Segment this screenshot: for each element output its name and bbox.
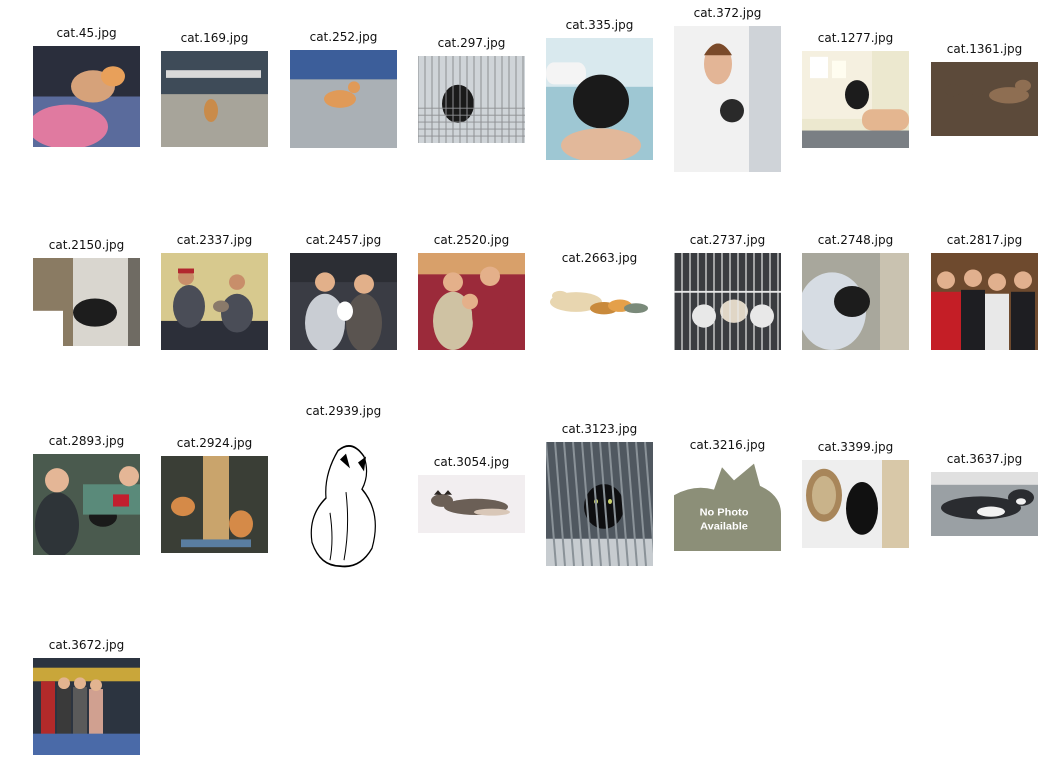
thumbnail-filename: cat.2337.jpg: [176, 233, 253, 247]
cat-photo: [418, 253, 525, 350]
svg-text:No Photo: No Photo: [700, 507, 749, 519]
cat-photo: [546, 271, 653, 333]
thumbnail-card: cat.2893.jpg: [33, 434, 140, 555]
thumbnail-card: cat.2663.jpg: [546, 251, 653, 333]
cat-photo: [802, 253, 909, 350]
thumbnail-card: cat.45.jpg: [33, 26, 140, 147]
thumbnail-card: cat.3216.jpg No Photo Available: [674, 438, 781, 551]
thumbnail-filename: cat.3216.jpg: [689, 438, 766, 452]
cat-photo: [290, 253, 397, 350]
thumbnail-card: cat.2748.jpg: [802, 233, 909, 350]
cat-photo: [290, 50, 397, 148]
thumbnail-filename: cat.2817.jpg: [946, 233, 1023, 247]
cat-photo: [931, 472, 1038, 536]
thumbnail-card: cat.2737.jpg: [674, 233, 781, 350]
thumbnail-filename: cat.2748.jpg: [817, 233, 894, 247]
thumbnail-filename: cat.2520.jpg: [433, 233, 510, 247]
thumbnail-card: cat.169.jpg: [161, 31, 268, 147]
thumbnail-card: cat.335.jpg: [546, 18, 653, 160]
cat-photo: [161, 253, 268, 350]
thumbnail-card: cat.2520.jpg: [418, 233, 525, 350]
thumbnail-filename: cat.3399.jpg: [817, 440, 894, 454]
thumbnail-card: cat.2337.jpg: [161, 233, 268, 350]
cat-photo: [802, 51, 909, 148]
thumbnail-filename: cat.45.jpg: [56, 26, 117, 40]
cat-photo: [33, 454, 140, 555]
thumbnail-card: cat.297.jpg: [418, 36, 525, 143]
thumbnail-card: cat.3672.jpg: [33, 638, 140, 755]
thumbnail-card: cat.3637.jpg: [931, 452, 1038, 536]
cat-photo: [931, 253, 1038, 350]
thumbnail-filename: cat.3672.jpg: [48, 638, 125, 652]
thumbnail-filename: cat.252.jpg: [309, 30, 378, 44]
thumbnail-filename: cat.2924.jpg: [176, 436, 253, 450]
thumbnail-filename: cat.1277.jpg: [817, 31, 894, 45]
thumbnail-card: cat.1277.jpg: [802, 31, 909, 148]
cat-photo: [802, 460, 909, 548]
cat-photo: [290, 424, 397, 572]
thumbnail-filename: cat.169.jpg: [180, 31, 249, 45]
cat-photo: [546, 442, 653, 566]
thumbnail-filename: cat.3637.jpg: [946, 452, 1023, 466]
thumbnail-card: cat.3399.jpg: [802, 440, 909, 548]
thumbnail-filename: cat.2737.jpg: [689, 233, 766, 247]
thumbnail-filename: cat.2663.jpg: [561, 251, 638, 265]
thumbnail-filename: cat.1361.jpg: [946, 42, 1023, 56]
thumbnail-filename: cat.3123.jpg: [561, 422, 638, 436]
thumbnail-filename: cat.2457.jpg: [305, 233, 382, 247]
thumbnail-filename: cat.297.jpg: [437, 36, 506, 50]
cat-photo: [418, 475, 525, 533]
thumbnail-filename: cat.2150.jpg: [48, 238, 125, 252]
thumbnail-card: cat.2817.jpg: [931, 233, 1038, 350]
cat-photo: [418, 56, 525, 143]
thumbnail-card: cat.3054.jpg: [418, 455, 525, 533]
cat-photo: No Photo Available: [674, 458, 781, 551]
thumbnail-card: cat.3123.jpg: [546, 422, 653, 566]
thumbnail-filename: cat.372.jpg: [693, 6, 762, 20]
cat-photo: [33, 658, 140, 755]
svg-text:Available: Available: [700, 521, 748, 533]
thumbnail-filename: cat.2893.jpg: [48, 434, 125, 448]
cat-photo: [33, 46, 140, 147]
thumbnail-card: cat.2150.jpg: [33, 238, 140, 346]
cat-photo: [546, 38, 653, 160]
cat-photo: [674, 26, 781, 172]
thumbnail-card: cat.2924.jpg: [161, 436, 268, 553]
cat-photo: [931, 62, 1038, 136]
thumbnail-filename: cat.2939.jpg: [305, 404, 382, 418]
thumbnail-card: cat.252.jpg: [290, 30, 397, 148]
thumbnail-card: cat.372.jpg: [674, 6, 781, 172]
cat-photo: [33, 258, 140, 346]
thumbnail-filename: cat.335.jpg: [565, 18, 634, 32]
thumbnail-card: cat.1361.jpg: [931, 42, 1038, 136]
thumbnail-card: cat.2457.jpg: [290, 233, 397, 350]
thumbnail-filename: cat.3054.jpg: [433, 455, 510, 469]
cat-photo: [161, 456, 268, 553]
cat-photo: [161, 51, 268, 147]
thumbnail-card: cat.2939.jpg: [290, 404, 397, 572]
cat-photo: [674, 253, 781, 350]
